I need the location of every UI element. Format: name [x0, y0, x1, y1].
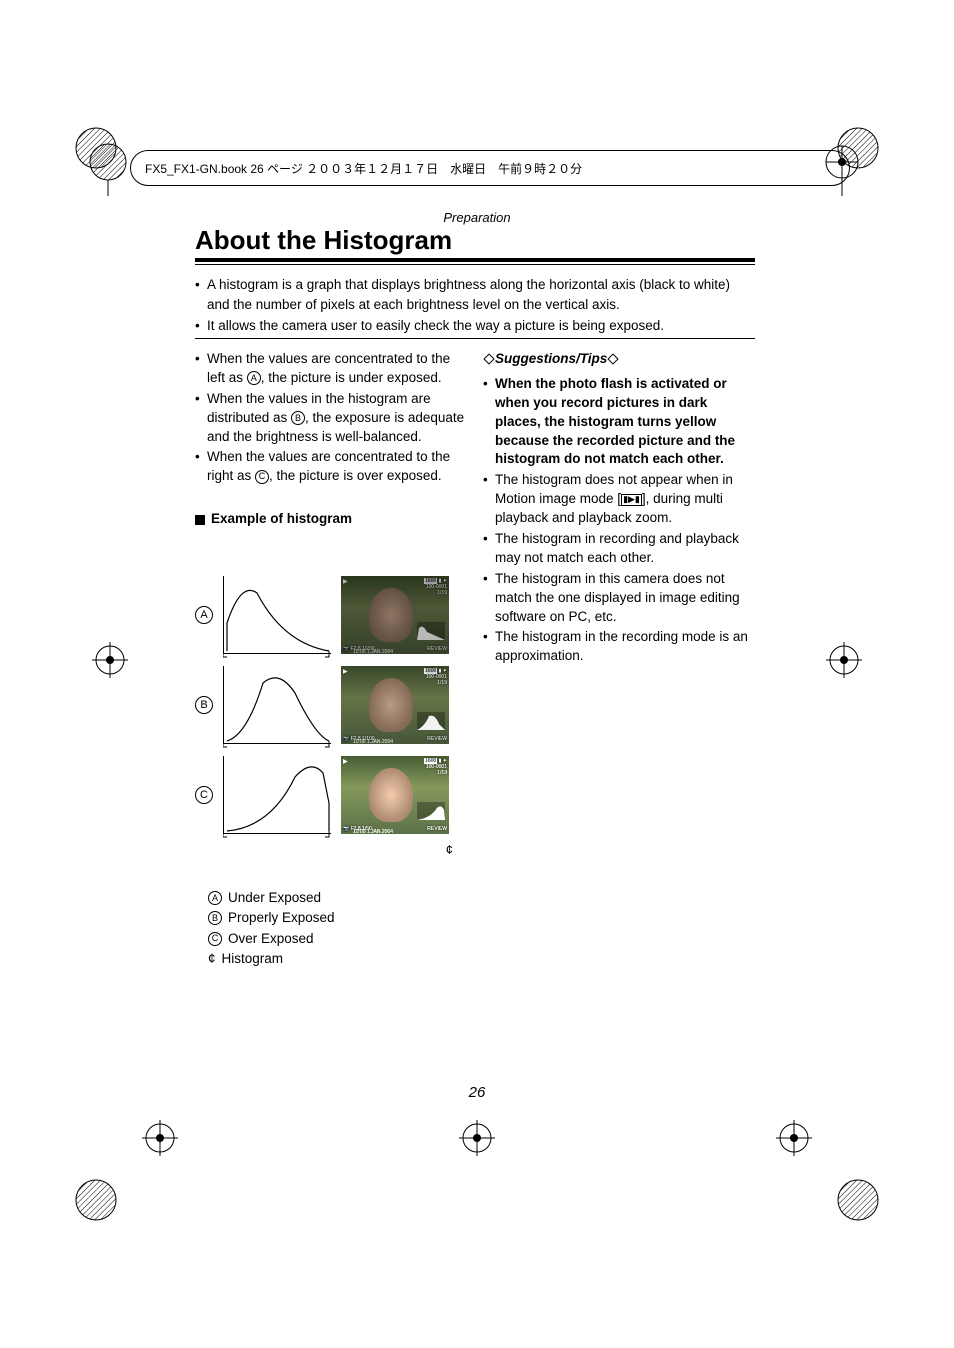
list-item: When the values are concentrated to the … — [195, 448, 467, 486]
header-ornament-right — [820, 140, 864, 201]
legend-row: ¢Histogram — [208, 949, 335, 969]
histogram-footnote-marker: ¢ — [195, 842, 467, 857]
sample-photo: ▶ 1600 ▮ ✦100-00011/19 📷 F2.8 1/200REVIE… — [341, 576, 449, 654]
registration-mark — [774, 1118, 814, 1158]
example-row: C ▶ 1600 ▮ ✦100-00011/19 📷 F2.8 1/50REVI… — [195, 756, 467, 834]
example-row: A ▶ 1600 ▮ ✦100-00011/19 📷 F2.8 1/200REV… — [195, 576, 467, 654]
exposure-notes: When the values are concentrated to the … — [195, 350, 467, 486]
list-item: When the values are concentrated to the … — [195, 350, 467, 388]
list-item: The histogram in this camera does not ma… — [483, 570, 755, 627]
histogram-graph — [223, 576, 331, 654]
page-number: 26 — [0, 1084, 954, 1101]
histogram-examples: A ▶ 1600 ▮ ✦100-00011/19 📷 F2.8 1/200REV… — [195, 576, 467, 857]
right-column: Suggestions/Tips When the photo flash is… — [483, 350, 755, 668]
example-label: B — [195, 696, 213, 714]
example-label: C — [195, 786, 213, 804]
ref-b-icon: B — [208, 911, 222, 925]
list-item: When the values in the histogram are dis… — [195, 390, 467, 447]
intro-bullet: A histogram is a graph that displays bri… — [195, 275, 755, 314]
list-item: The histogram in recording and playback … — [483, 530, 755, 568]
corner-ornament — [74, 1178, 118, 1222]
content-divider — [195, 338, 755, 339]
corner-ornament — [836, 1178, 880, 1222]
title-rule-thin — [195, 264, 755, 265]
example-label: A — [195, 606, 213, 624]
legend-row: BProperly Exposed — [208, 908, 335, 928]
left-column: When the values are concentrated to the … — [195, 350, 467, 529]
intro-list: A histogram is a graph that displays bri… — [195, 275, 755, 338]
page-title: About the Histogram — [195, 225, 452, 256]
list-item: The histogram in the recording mode is a… — [483, 628, 755, 666]
legend-row: COver Exposed — [208, 929, 335, 949]
example-heading: Example of histogram — [195, 510, 467, 529]
legend-row: AUnder Exposed — [208, 888, 335, 908]
star-icon: ¢ — [208, 949, 216, 969]
doc-header-text: FX5_FX1-GN.book 26 ページ ２００３年１２月１７日 水曜日 午… — [145, 160, 582, 177]
ref-b-icon: B — [291, 411, 305, 425]
header-ornament-left — [86, 140, 130, 201]
ref-c-icon: C — [208, 932, 222, 946]
registration-mark — [457, 1118, 497, 1158]
list-item: When the photo flash is activated or whe… — [483, 375, 755, 469]
example-row: B ▶ 1600 ▮ ✦100-00011/19 📷 F2.8 1/100REV… — [195, 666, 467, 744]
intro-bullet: It allows the camera user to easily chec… — [195, 316, 755, 336]
ref-a-icon: A — [208, 891, 222, 905]
doc-header: FX5_FX1-GN.book 26 ページ ２００３年１２月１７日 水曜日 午… — [130, 150, 850, 186]
title-rule-thick — [195, 258, 755, 262]
histogram-graph — [223, 666, 331, 744]
sample-photo: ▶ 1600 ▮ ✦100-00011/19 📷 F2.8 1/50REVIEW… — [341, 756, 449, 834]
tips-heading: Suggestions/Tips — [483, 350, 755, 369]
registration-mark — [824, 640, 864, 680]
registration-mark — [90, 640, 130, 680]
list-item: The histogram does not appear when in Mo… — [483, 471, 755, 528]
tips-list: When the photo flash is activated or whe… — [483, 375, 755, 666]
motion-image-icon: ▮▶▮ — [621, 494, 642, 506]
ref-c-icon: C — [255, 470, 269, 484]
sample-photo: ▶ 1600 ▮ ✦100-00011/19 📷 F2.8 1/100REVIE… — [341, 666, 449, 744]
ref-a-icon: A — [247, 371, 261, 385]
example-legend: AUnder Exposed BProperly Exposed COver E… — [208, 888, 335, 969]
section-label: Preparation — [0, 210, 954, 225]
histogram-graph — [223, 756, 331, 834]
registration-mark — [140, 1118, 180, 1158]
